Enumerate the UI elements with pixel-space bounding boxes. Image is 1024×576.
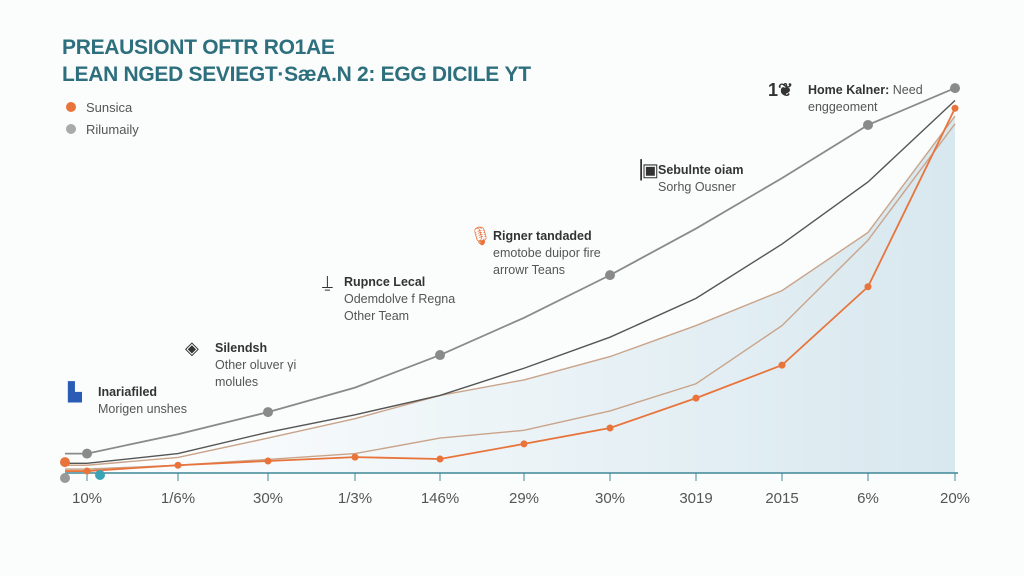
annotation-6: 1❦ Home Kalner: Need enggeoment: [768, 80, 923, 114]
data-point: [60, 457, 70, 468]
data-point: [436, 455, 444, 463]
annotation-5: ▕▣ Sebulnte oiam Sorhg Ousner: [628, 160, 744, 194]
chart-title: PREAUSIONT OFTR RO1AE LEAN NGED SEVIEGT·…: [62, 34, 531, 88]
data-point: [351, 453, 359, 461]
legend-item-sunsica: Sunsica: [66, 96, 139, 118]
data-point: [950, 83, 960, 94]
area-fill: [65, 116, 955, 473]
data-point: [863, 119, 873, 130]
data-point: [263, 407, 273, 418]
legend-item-rilumaily: Rilumaily: [66, 118, 139, 140]
x-tick-label: 3019: [679, 490, 712, 507]
title-line-1: PREAUSIONT OFTR RO1AE: [62, 36, 335, 59]
x-tick-label: 1/3%: [338, 490, 372, 507]
data-point: [778, 361, 786, 369]
annotation-4: 🎙 Rigner tandaded emotobe duipor fire arrow…: [469, 226, 601, 277]
x-tick-label: 1/6%: [161, 490, 195, 507]
series-line-2: [65, 100, 956, 464]
series-line-3: [65, 115, 956, 466]
badge-icon: ▙: [68, 382, 82, 402]
data-point: [606, 424, 614, 432]
leaf-icon: 1❦: [768, 80, 794, 100]
document-icon: ▕▣: [628, 160, 659, 180]
data-point: [60, 473, 70, 483]
legend-swatch: [66, 124, 76, 134]
layers-icon: ◈: [185, 338, 199, 358]
data-point: [82, 448, 92, 459]
data-point: [951, 104, 959, 112]
data-point: [864, 283, 872, 291]
data-point: [605, 270, 615, 281]
annotation-1: ▙ Inariafiled Morigen unshes: [68, 382, 187, 416]
x-tick-label: 146%: [421, 490, 459, 507]
legend-label: Sunsica: [86, 99, 133, 115]
series-line-0: [65, 107, 956, 472]
data-point: [95, 470, 105, 480]
x-tick-label: 10%: [72, 490, 102, 507]
x-tick-label: 30%: [253, 490, 283, 507]
microphone-icon: 🎙: [469, 226, 492, 246]
data-point: [520, 440, 528, 448]
legend: Sunsica Rilumaily: [66, 96, 139, 140]
x-tick-label: 29%: [509, 490, 539, 507]
pin-icon: ⍊: [322, 272, 333, 292]
data-point: [435, 350, 445, 361]
title-line-2: LEAN NGED SEVIEGT·SæA.N 2: EGG DICILE ΥT: [62, 63, 531, 86]
legend-label: Rilumaily: [86, 121, 139, 137]
annotation-3: ⍊ Rupnce Lecal Odemdolve f Regna Other Team: [322, 272, 456, 323]
x-tick-label: 6%: [857, 490, 879, 507]
data-point: [83, 467, 91, 475]
x-tick-label: 2015: [765, 490, 798, 507]
data-point: [174, 461, 182, 469]
series-line-1: [65, 87, 956, 455]
annotation-2: ◈ Silendsh Other oluver γi molules: [185, 338, 297, 389]
data-point: [692, 394, 700, 402]
data-point: [264, 457, 272, 465]
x-tick-label: 30%: [595, 490, 625, 507]
x-tick-label: 20%: [940, 490, 970, 507]
legend-swatch: [66, 102, 76, 112]
